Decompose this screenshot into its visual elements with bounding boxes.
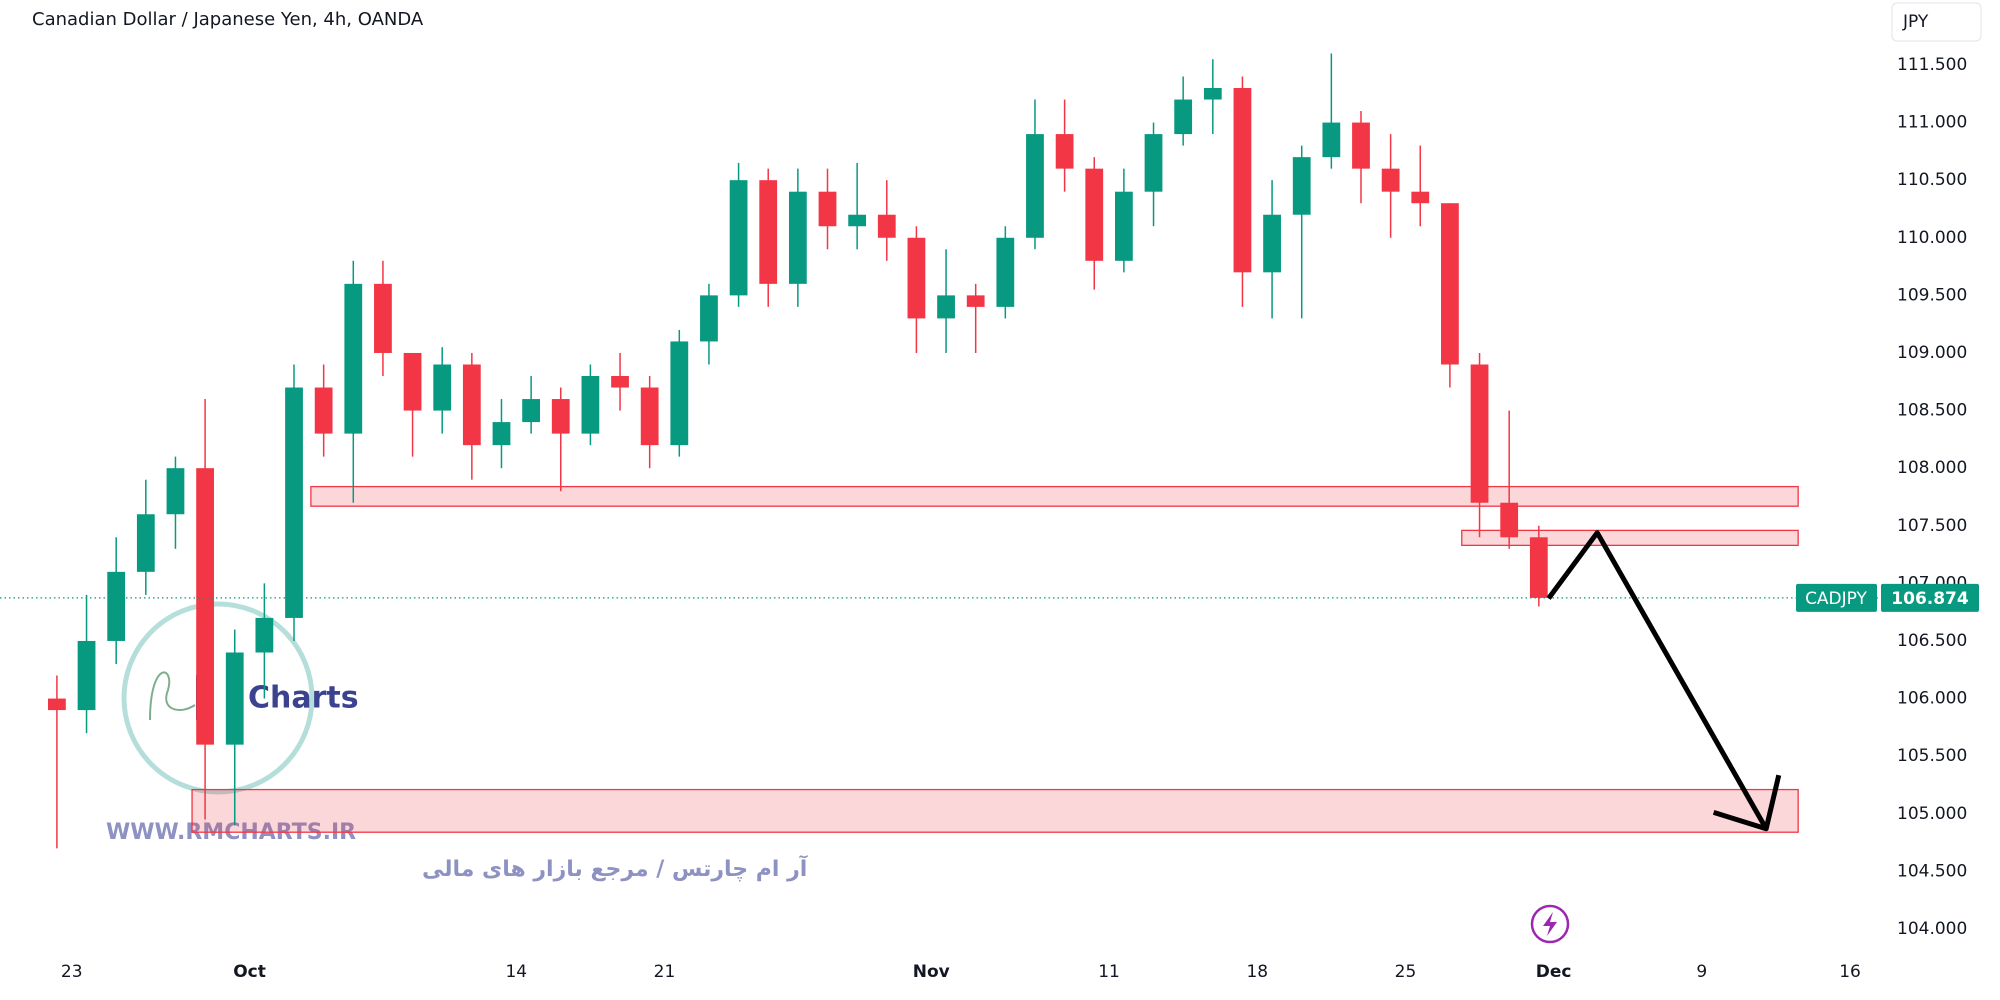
- candle-body: [1529, 537, 1548, 598]
- candle-body: [1233, 88, 1252, 273]
- watermark-logo: [149, 671, 196, 721]
- currency-label[interactable]: JPY: [1902, 12, 1929, 32]
- candle-body: [462, 364, 481, 446]
- y-tick-label: 108.000: [1897, 458, 1967, 478]
- candle-body: [937, 295, 955, 319]
- x-tick-label: Oct: [233, 962, 266, 982]
- candle-body: [700, 295, 718, 342]
- y-tick-label: 106.500: [1897, 631, 1967, 651]
- y-tick-label: 105.000: [1897, 804, 1967, 824]
- plot-area: [0, 53, 1885, 849]
- candle-body: [729, 180, 748, 296]
- candle-body: [433, 364, 452, 411]
- candle-body: [818, 191, 837, 227]
- candle-body: [136, 514, 155, 572]
- candle-body: [581, 376, 600, 434]
- candle-body: [1203, 88, 1222, 100]
- y-tick-label: 105.500: [1897, 746, 1967, 766]
- candle-body: [522, 399, 541, 423]
- candle-body: [1174, 99, 1193, 135]
- x-tick-label: 14: [505, 962, 527, 982]
- candle-body: [848, 214, 867, 227]
- x-tick-label: Dec: [1536, 962, 1572, 982]
- y-tick-label: 109.500: [1897, 285, 1967, 305]
- candle-body: [255, 617, 274, 653]
- candle-body: [1352, 122, 1370, 169]
- candle-body: [1292, 157, 1311, 215]
- y-tick-label: 107.500: [1897, 516, 1967, 536]
- candle-body: [1470, 364, 1489, 503]
- y-tick-label: 104.500: [1897, 861, 1967, 881]
- candle-body: [966, 295, 985, 307]
- y-tick-label: 110.000: [1897, 228, 1967, 248]
- watermark-ring: [121, 601, 315, 795]
- candle-body: [1055, 134, 1074, 169]
- symbol-label-box: [1796, 583, 1877, 612]
- candle-body: [403, 352, 422, 411]
- projection-arrowhead: [1712, 774, 1782, 832]
- candle-body: [1411, 191, 1430, 204]
- candle-body: [996, 237, 1015, 307]
- x-tick-label: Nov: [913, 962, 950, 982]
- y-tick-label: 106.000: [1897, 689, 1967, 709]
- candle-body: [640, 387, 659, 446]
- y-tick-label: 111.500: [1897, 55, 1967, 75]
- x-tick-label: 25: [1395, 962, 1417, 982]
- price-label: 106.874: [1891, 589, 1969, 609]
- y-tick-label: 108.500: [1897, 401, 1967, 421]
- candle-body: [1381, 168, 1400, 192]
- y-tick-label: 109.000: [1897, 343, 1967, 363]
- x-tick-label: 11: [1098, 962, 1120, 982]
- zone: [191, 788, 1799, 833]
- candle-body: [1026, 134, 1044, 238]
- x-tick-label: 16: [1839, 962, 1861, 982]
- y-tick-label: 110.500: [1897, 170, 1967, 190]
- candle-body: [314, 387, 333, 434]
- x-tick-label: 9: [1696, 962, 1707, 982]
- x-tick-label: 21: [654, 962, 676, 982]
- candle-body: [1322, 122, 1341, 158]
- candle-body: [374, 283, 392, 353]
- x-tick-label: 18: [1246, 962, 1268, 982]
- price-label-box: [1881, 583, 1979, 612]
- candle-body: [77, 640, 96, 711]
- candle-body: [877, 214, 896, 238]
- candle-body: [907, 237, 926, 319]
- projection-line: [1546, 530, 1769, 830]
- candle-body: [285, 387, 303, 618]
- candle-body: [1500, 502, 1519, 538]
- watermark-logo-text: Charts: [248, 681, 359, 716]
- currency-box[interactable]: [1891, 2, 1982, 42]
- candle-body: [344, 283, 363, 434]
- y-tick-label: 111.000: [1897, 113, 1967, 133]
- candle-body: [551, 399, 570, 434]
- candle-body: [1441, 203, 1459, 365]
- candle-body: [166, 468, 185, 515]
- candle-body: [196, 468, 214, 745]
- candle-body: [670, 341, 689, 446]
- candle-body: [611, 376, 629, 388]
- candle-body: [107, 571, 126, 641]
- candle-body: [788, 191, 807, 284]
- zone: [310, 485, 1799, 507]
- y-tick-label: 104.000: [1897, 919, 1967, 939]
- watermark-tagline: آر ام چارتس / مرجع بازار های مالی: [422, 854, 808, 882]
- candle-body: [492, 422, 511, 446]
- chart-title: Canadian Dollar / Japanese Yen, 4h, OAND…: [32, 9, 424, 30]
- candle-body: [759, 180, 778, 284]
- candle-body: [1263, 214, 1281, 273]
- candle-body: [1144, 134, 1163, 192]
- x-tick-label: 23: [61, 962, 83, 982]
- candle-body: [1085, 168, 1104, 261]
- candle-body: [1114, 191, 1133, 261]
- candle-body: [48, 698, 66, 711]
- candle-body: [225, 652, 244, 745]
- events-icon-bolt: [1543, 912, 1557, 936]
- symbol-label: CADJPY: [1805, 589, 1867, 609]
